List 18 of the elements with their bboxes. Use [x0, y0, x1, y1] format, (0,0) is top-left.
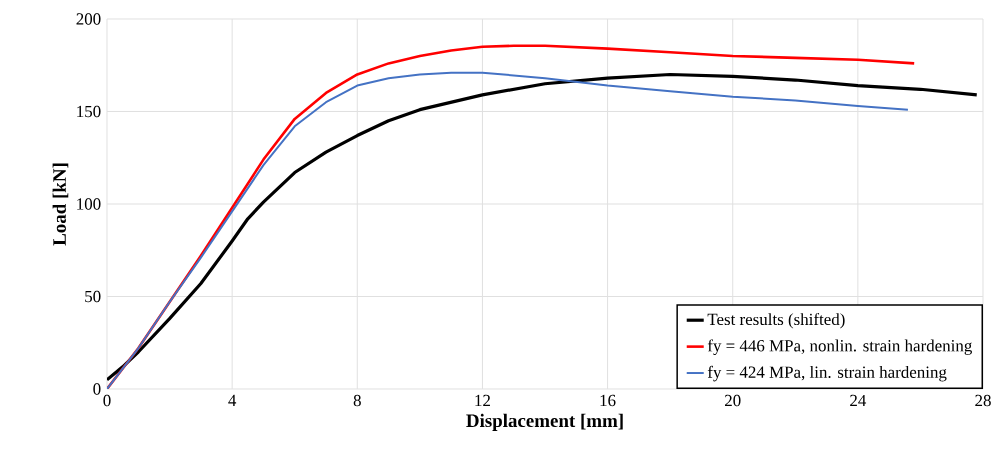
x-tick-label: 20 [725, 394, 741, 407]
x-tick-label: 24 [850, 394, 867, 407]
y-axis-title: Load [kN] [52, 163, 69, 246]
y-tick-label: 200 [76, 13, 101, 25]
x-tick-label: 12 [475, 394, 490, 407]
x-tick-label: 8 [353, 394, 361, 407]
legend-label: fy = 446 MPa, nonlin. strain hardening [707, 339, 972, 355]
y-tick-label: 0 [93, 383, 101, 395]
x-tick-label: 4 [228, 394, 237, 406]
x-axis-title: Displacement [mm] [466, 413, 623, 431]
x-tick-label: 28 [975, 394, 991, 407]
y-tick-label: 150 [77, 105, 101, 118]
x-tick-label: 0 [103, 394, 111, 407]
legend-label: Test results (shifted) [707, 312, 845, 329]
y-tick-label: 50 [85, 290, 101, 303]
legend-label: fy = 424 MPa, lin. strain hardening [707, 365, 947, 382]
y-tick-label: 100 [77, 198, 101, 210]
x-tick-label: 16 [600, 394, 616, 407]
